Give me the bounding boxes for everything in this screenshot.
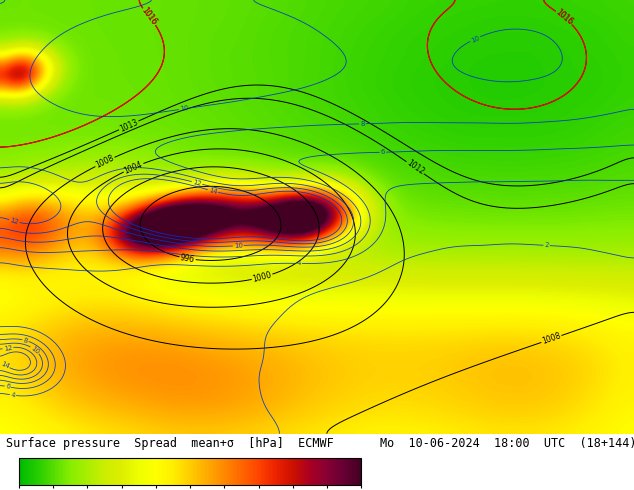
Text: 1012: 1012 xyxy=(404,159,425,177)
Text: 10: 10 xyxy=(179,105,189,112)
Text: 10: 10 xyxy=(470,34,481,44)
Text: 4: 4 xyxy=(10,392,16,398)
Text: 6: 6 xyxy=(5,383,11,390)
Text: 1016: 1016 xyxy=(553,8,574,27)
Text: 8: 8 xyxy=(360,121,365,127)
Text: 2: 2 xyxy=(544,243,549,248)
Text: 1013: 1013 xyxy=(118,118,139,133)
Text: 14: 14 xyxy=(208,187,218,195)
Text: 1004: 1004 xyxy=(123,160,144,175)
Text: 12: 12 xyxy=(192,179,202,187)
Text: 6: 6 xyxy=(380,149,385,155)
Text: 4: 4 xyxy=(297,260,301,267)
Text: 1008: 1008 xyxy=(541,332,562,346)
Text: 1000: 1000 xyxy=(252,270,273,284)
Text: 1008: 1008 xyxy=(94,153,115,170)
Text: 10: 10 xyxy=(30,345,41,355)
Text: 996: 996 xyxy=(179,253,195,264)
Text: 12: 12 xyxy=(3,344,13,351)
Text: 10: 10 xyxy=(234,243,243,249)
Text: 12: 12 xyxy=(10,217,20,225)
Text: 8: 8 xyxy=(23,337,29,344)
Text: Surface pressure  Spread  mean+σ  [hPa]  ECMWF: Surface pressure Spread mean+σ [hPa] ECM… xyxy=(6,437,334,450)
Text: 1016: 1016 xyxy=(140,6,158,27)
Text: Mo  10-06-2024  18:00  UTC  (18+144): Mo 10-06-2024 18:00 UTC (18+144) xyxy=(380,437,634,450)
Text: 14: 14 xyxy=(0,361,10,370)
Text: 1016: 1016 xyxy=(553,8,574,27)
Text: 1016: 1016 xyxy=(140,6,158,27)
